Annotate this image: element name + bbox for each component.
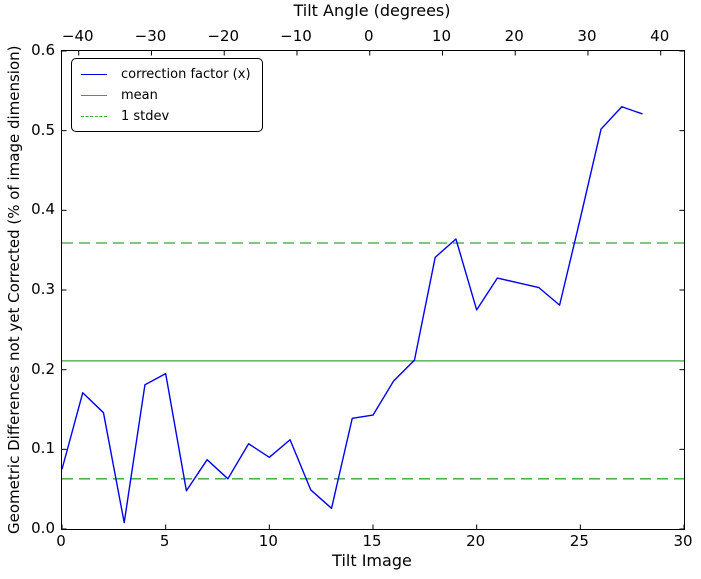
top-tick-label: −30 (134, 27, 167, 45)
top-tick-label: 0 (363, 27, 374, 45)
top-tick-label: 20 (504, 27, 524, 45)
x-tick-label: 5 (159, 532, 170, 550)
plot-canvas (62, 51, 684, 529)
plot-area: correction factor (x) mean 1 stdev (61, 50, 685, 530)
x-tick-label: 30 (673, 532, 693, 550)
x-axis-label: Tilt Image (332, 551, 412, 570)
top-axis-label: Tilt Angle (degrees) (293, 1, 451, 20)
top-tick-label: −40 (61, 27, 94, 45)
top-tick-label: 30 (577, 27, 597, 45)
y-tick-label: 0.3 (31, 280, 55, 298)
legend-line-sample-mean (81, 94, 107, 96)
y-tick-label: 0.0 (31, 519, 55, 537)
x-tick-label: 15 (362, 532, 382, 550)
x-tick-label: 10 (258, 532, 278, 550)
legend-item-mean: mean (81, 85, 251, 105)
x-tick-label: 20 (466, 532, 486, 550)
top-tick-label: 40 (650, 27, 670, 45)
y-tick-label: 0.4 (31, 200, 55, 219)
legend: correction factor (x) mean 1 stdev (71, 58, 263, 132)
y-tick-label: 0.1 (31, 439, 55, 458)
legend-line-sample-correction-factor (81, 73, 107, 75)
legend-label: 1 stdev (121, 108, 170, 124)
legend-line-sample-stdev (81, 115, 107, 117)
y-tick-label: 0.6 (31, 41, 55, 59)
y-tick-label: 0.5 (31, 120, 55, 139)
correction-factor-line (62, 106, 643, 524)
legend-label: correction factor (x) (121, 66, 251, 82)
legend-item-correction-factor: correction factor (x) (81, 64, 251, 84)
x-tick-label: 0 (56, 532, 66, 550)
top-tick-label: 10 (431, 27, 452, 45)
x-tick-label: 25 (569, 532, 589, 550)
legend-label: mean (121, 87, 158, 103)
top-tick-label: −10 (280, 27, 312, 45)
y-tick-label: 0.2 (31, 359, 55, 378)
top-tick-label: −20 (207, 27, 240, 45)
legend-item-stdev: 1 stdev (81, 106, 251, 126)
